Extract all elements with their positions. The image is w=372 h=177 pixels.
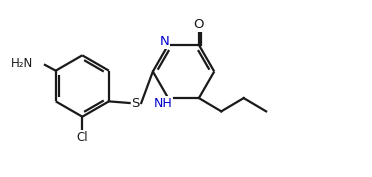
- Text: N: N: [160, 35, 170, 48]
- Text: O: O: [194, 19, 204, 32]
- Text: S: S: [131, 96, 140, 110]
- Text: Cl: Cl: [77, 131, 88, 144]
- Text: H₂N: H₂N: [11, 57, 33, 70]
- Text: NH: NH: [154, 97, 173, 110]
